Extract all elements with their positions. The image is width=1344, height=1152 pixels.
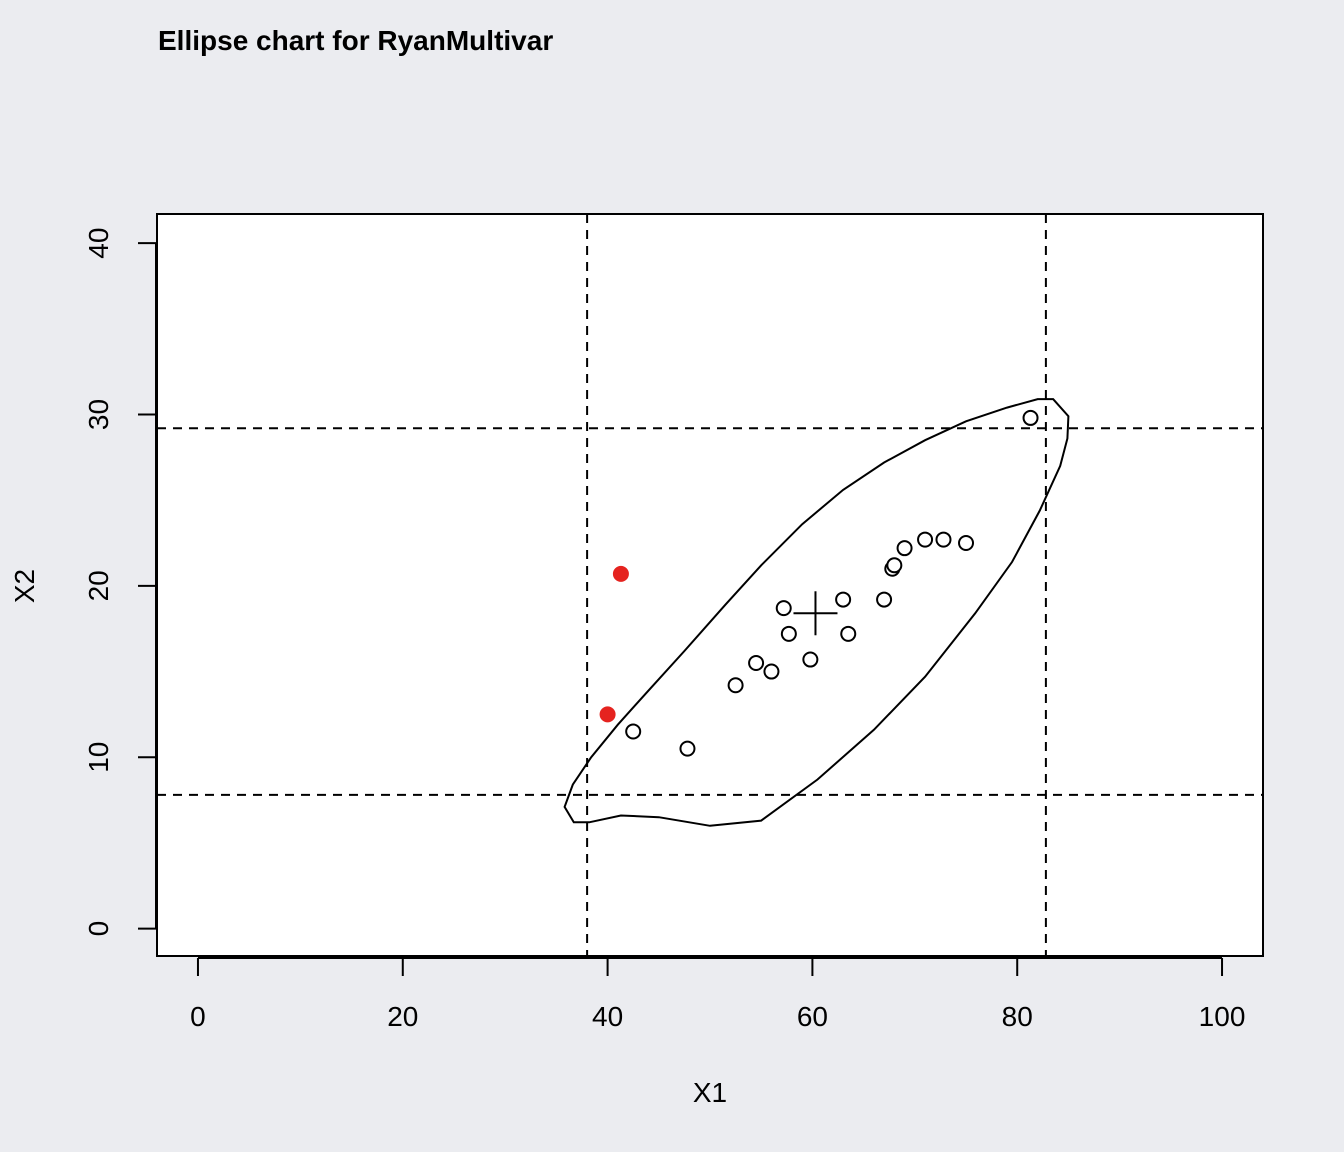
control-ellipse [563, 398, 1070, 827]
data-point [748, 654, 765, 671]
data-point [835, 591, 852, 608]
data-point [727, 677, 744, 694]
y-tick-label: 20 [83, 570, 114, 601]
y-tick-label: 0 [83, 921, 114, 937]
data-point [679, 740, 696, 757]
y-tick-label: 10 [83, 742, 114, 773]
data-point [763, 663, 780, 680]
x-axis-label: X1 [693, 1077, 727, 1108]
center-marker [793, 591, 838, 636]
data-point [935, 531, 952, 548]
data-point [1022, 409, 1039, 426]
data-point [876, 591, 893, 608]
y-axis-label: X2 [9, 569, 40, 603]
data-point [958, 535, 975, 552]
x-tick-label: 60 [797, 1001, 828, 1032]
data-point [780, 625, 797, 642]
x-tick-label: 40 [592, 1001, 623, 1032]
data-point-out-of-control [612, 565, 629, 582]
plot-area [156, 213, 1264, 957]
x-tick-label: 80 [1002, 1001, 1033, 1032]
data-point [840, 625, 857, 642]
data-point [775, 600, 792, 617]
y-tick-label: 30 [83, 399, 114, 430]
x-axis: 0 20 40 60 80 100 [190, 957, 1246, 1032]
data-points [599, 409, 1039, 757]
y-axis: 0 10 20 30 40 [83, 228, 157, 937]
x-tick-label: 0 [190, 1001, 206, 1032]
x-tick-label: 20 [387, 1001, 418, 1032]
control-limit-lines [157, 214, 1263, 956]
data-point [625, 723, 642, 740]
data-point [917, 531, 934, 548]
data-point [802, 651, 819, 668]
data-point-out-of-control [599, 706, 616, 723]
x-tick-label: 100 [1199, 1001, 1246, 1032]
data-point [896, 540, 913, 557]
chart-title: Ellipse chart for RyanMultivar [158, 25, 553, 56]
y-tick-label: 40 [83, 228, 114, 259]
data-point [886, 557, 903, 574]
